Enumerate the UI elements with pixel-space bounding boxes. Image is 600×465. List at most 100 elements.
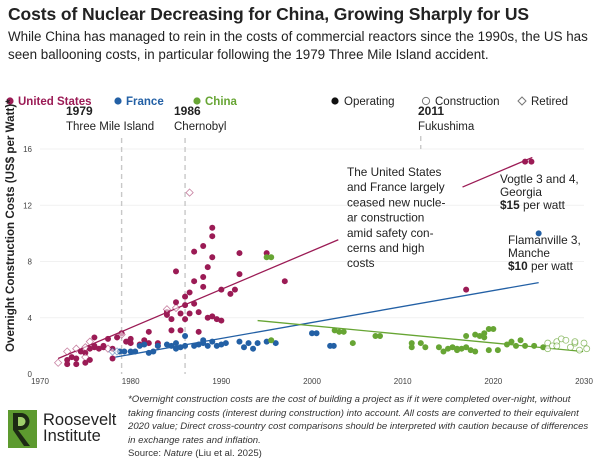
point-china-operating — [417, 340, 424, 347]
point-china-operating — [263, 254, 270, 261]
point-united-states-operating — [114, 334, 121, 341]
footnote-text: *Overnight construction costs are the co… — [128, 394, 589, 446]
point-united-states-operating — [200, 283, 207, 290]
point-china-operating — [463, 333, 470, 340]
point-france-operating — [263, 338, 270, 345]
point-france-operating — [136, 342, 143, 349]
point-united-states-operating — [209, 254, 216, 261]
point-china-operating — [481, 330, 488, 337]
annotation-vogtle-name: Georgia — [500, 185, 542, 199]
point-france-operating — [163, 341, 170, 348]
events: 1979 Three Mile Island 1986 Chernobyl 2011 Fu… — [66, 104, 475, 374]
annotation-flamanville-name: Manche — [508, 246, 550, 260]
point-china-operating — [408, 344, 415, 351]
point-united-states-retired — [171, 303, 181, 313]
point-france-operating — [241, 344, 247, 351]
point-united-states-operating — [209, 233, 216, 240]
point-china-construction — [567, 343, 574, 351]
point-france-operating — [330, 342, 337, 349]
logo-line-1: Roosevelt — [43, 411, 117, 429]
annotation-flamanville-unit: per watt — [528, 259, 574, 273]
point-france-retired — [112, 347, 122, 356]
point-united-states-operating — [218, 317, 225, 324]
point-united-states-operating — [64, 356, 71, 363]
point-china-operating — [517, 337, 524, 344]
y-tick-label: 12 — [23, 201, 32, 210]
point-france-operating — [195, 341, 202, 348]
point-france-operating — [173, 340, 179, 347]
point-china-operating — [445, 345, 451, 352]
annotation-line: ceased new nucle- — [347, 195, 445, 209]
point-united-states-operating — [109, 355, 116, 362]
point-france-operating — [535, 230, 542, 237]
chart-title: Costs of Nuclear Decreasing for China, G… — [8, 4, 529, 24]
source: Source: Nature (Liu et al. 2025) — [128, 447, 598, 461]
legend-marker-0 — [6, 97, 14, 105]
point-united-states-operating — [528, 158, 535, 165]
point-united-states-operating — [182, 293, 189, 300]
event-name: Chernobyl — [174, 121, 226, 133]
point-france-operating — [250, 345, 257, 352]
point-china-operating — [440, 348, 447, 355]
legend-marker-construction — [421, 96, 431, 106]
point-united-states-operating — [182, 316, 189, 323]
event-name: Three Mile Island — [66, 121, 154, 133]
point-united-states-operating — [177, 327, 184, 334]
point-france-operating — [236, 338, 243, 345]
point-france-operating — [154, 342, 161, 349]
point-china-construction — [571, 338, 579, 346]
trendline-us — [57, 239, 339, 360]
point-france-operating — [141, 341, 148, 348]
point-united-states-operating — [186, 310, 193, 317]
footnote: *Overnight construction costs are the co… — [128, 393, 598, 461]
point-france-operating — [127, 348, 134, 355]
point-china-operating — [372, 333, 379, 340]
point-china-operating — [513, 342, 519, 349]
point-united-states-operating — [218, 286, 225, 293]
point-united-states-operating — [236, 250, 243, 257]
point-united-states-operating — [209, 224, 216, 231]
point-united-states-operating — [82, 349, 89, 356]
x-tick-label: 2030 — [575, 377, 593, 386]
point-united-states-operating — [231, 286, 238, 293]
annotation-vogtle-value: $15 — [500, 198, 520, 212]
x-tick-label: 1970 — [31, 377, 49, 386]
point-united-states-operating — [145, 328, 152, 335]
point-china-operating — [463, 344, 470, 351]
legend-label-country: China — [205, 96, 238, 108]
point-united-states-retired — [103, 344, 113, 353]
point-china-operating — [340, 328, 347, 335]
y-tick-label: 16 — [23, 145, 32, 154]
point-united-states-operating — [182, 302, 189, 309]
point-france-operating — [272, 340, 279, 347]
event-name: Fukushima — [418, 121, 475, 133]
point-united-states-operating — [200, 243, 207, 250]
legend-marker-operating — [331, 97, 339, 105]
point-united-states-retired — [81, 352, 90, 362]
x-tick-label: 2000 — [303, 377, 321, 386]
point-france-operating — [182, 342, 189, 349]
annotation-line: and France largely — [347, 180, 445, 194]
point-france-operating — [173, 345, 179, 352]
event-year: 2011 — [418, 104, 444, 118]
point-united-states-operating — [281, 278, 288, 285]
logo-text: Roosevelt Institute — [43, 411, 117, 445]
point-united-states-operating — [105, 335, 111, 342]
point-united-states-operating — [195, 309, 202, 316]
annotation-flamanville-name: Flamanville 3, — [508, 233, 581, 247]
point-france-operating — [168, 342, 175, 349]
point-united-states-retired — [72, 344, 81, 353]
point-france-operating — [245, 340, 252, 347]
point-china-operating — [336, 328, 343, 335]
point-china-construction — [580, 339, 588, 347]
point-united-states-operating — [95, 345, 102, 352]
roosevelt-logo-mark — [8, 410, 37, 448]
point-united-states-retired — [162, 305, 172, 314]
point-china-operating — [268, 337, 275, 344]
annotation-line: cerns and high — [347, 241, 424, 255]
point-united-states-retired — [117, 330, 126, 339]
point-united-states-operating — [168, 316, 175, 323]
point-united-states-operating — [191, 278, 198, 285]
event-year: 1986 — [174, 104, 201, 118]
